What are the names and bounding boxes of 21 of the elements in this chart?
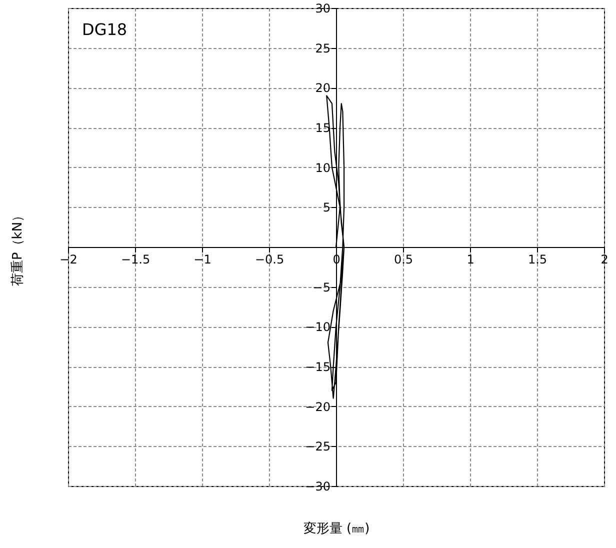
x-axis-title: 変形量 (㎜) [303,520,370,536]
y-tick-label: 20 [315,81,330,96]
x-tick-label: −1.5 [120,252,150,266]
y-tick-label: 15 [315,121,330,135]
annotation: DG18 [82,20,128,39]
y-tick-label: 25 [315,41,330,56]
y-tick-label: −15 [305,360,330,374]
y-tick-label: −20 [305,400,330,414]
y-tick-label: 5 [322,200,330,215]
x-tick-label: −1 [194,252,212,266]
x-tick-label: −2 [60,252,78,266]
x-tick-label: 1 [466,252,474,266]
x-tick-label: −0.5 [254,252,284,266]
y-tick-label: −5 [312,280,330,294]
y-tick-label: 10 [315,160,330,175]
y-axis-title: 荷重P（kN） [10,208,26,286]
x-tick-label: 0.5 [394,252,414,266]
y-tick-label: 30 [315,2,330,16]
y-tick-label: −25 [305,440,330,454]
x-tick-label: 1.5 [528,252,548,266]
y-tick-label: −10 [305,320,330,334]
